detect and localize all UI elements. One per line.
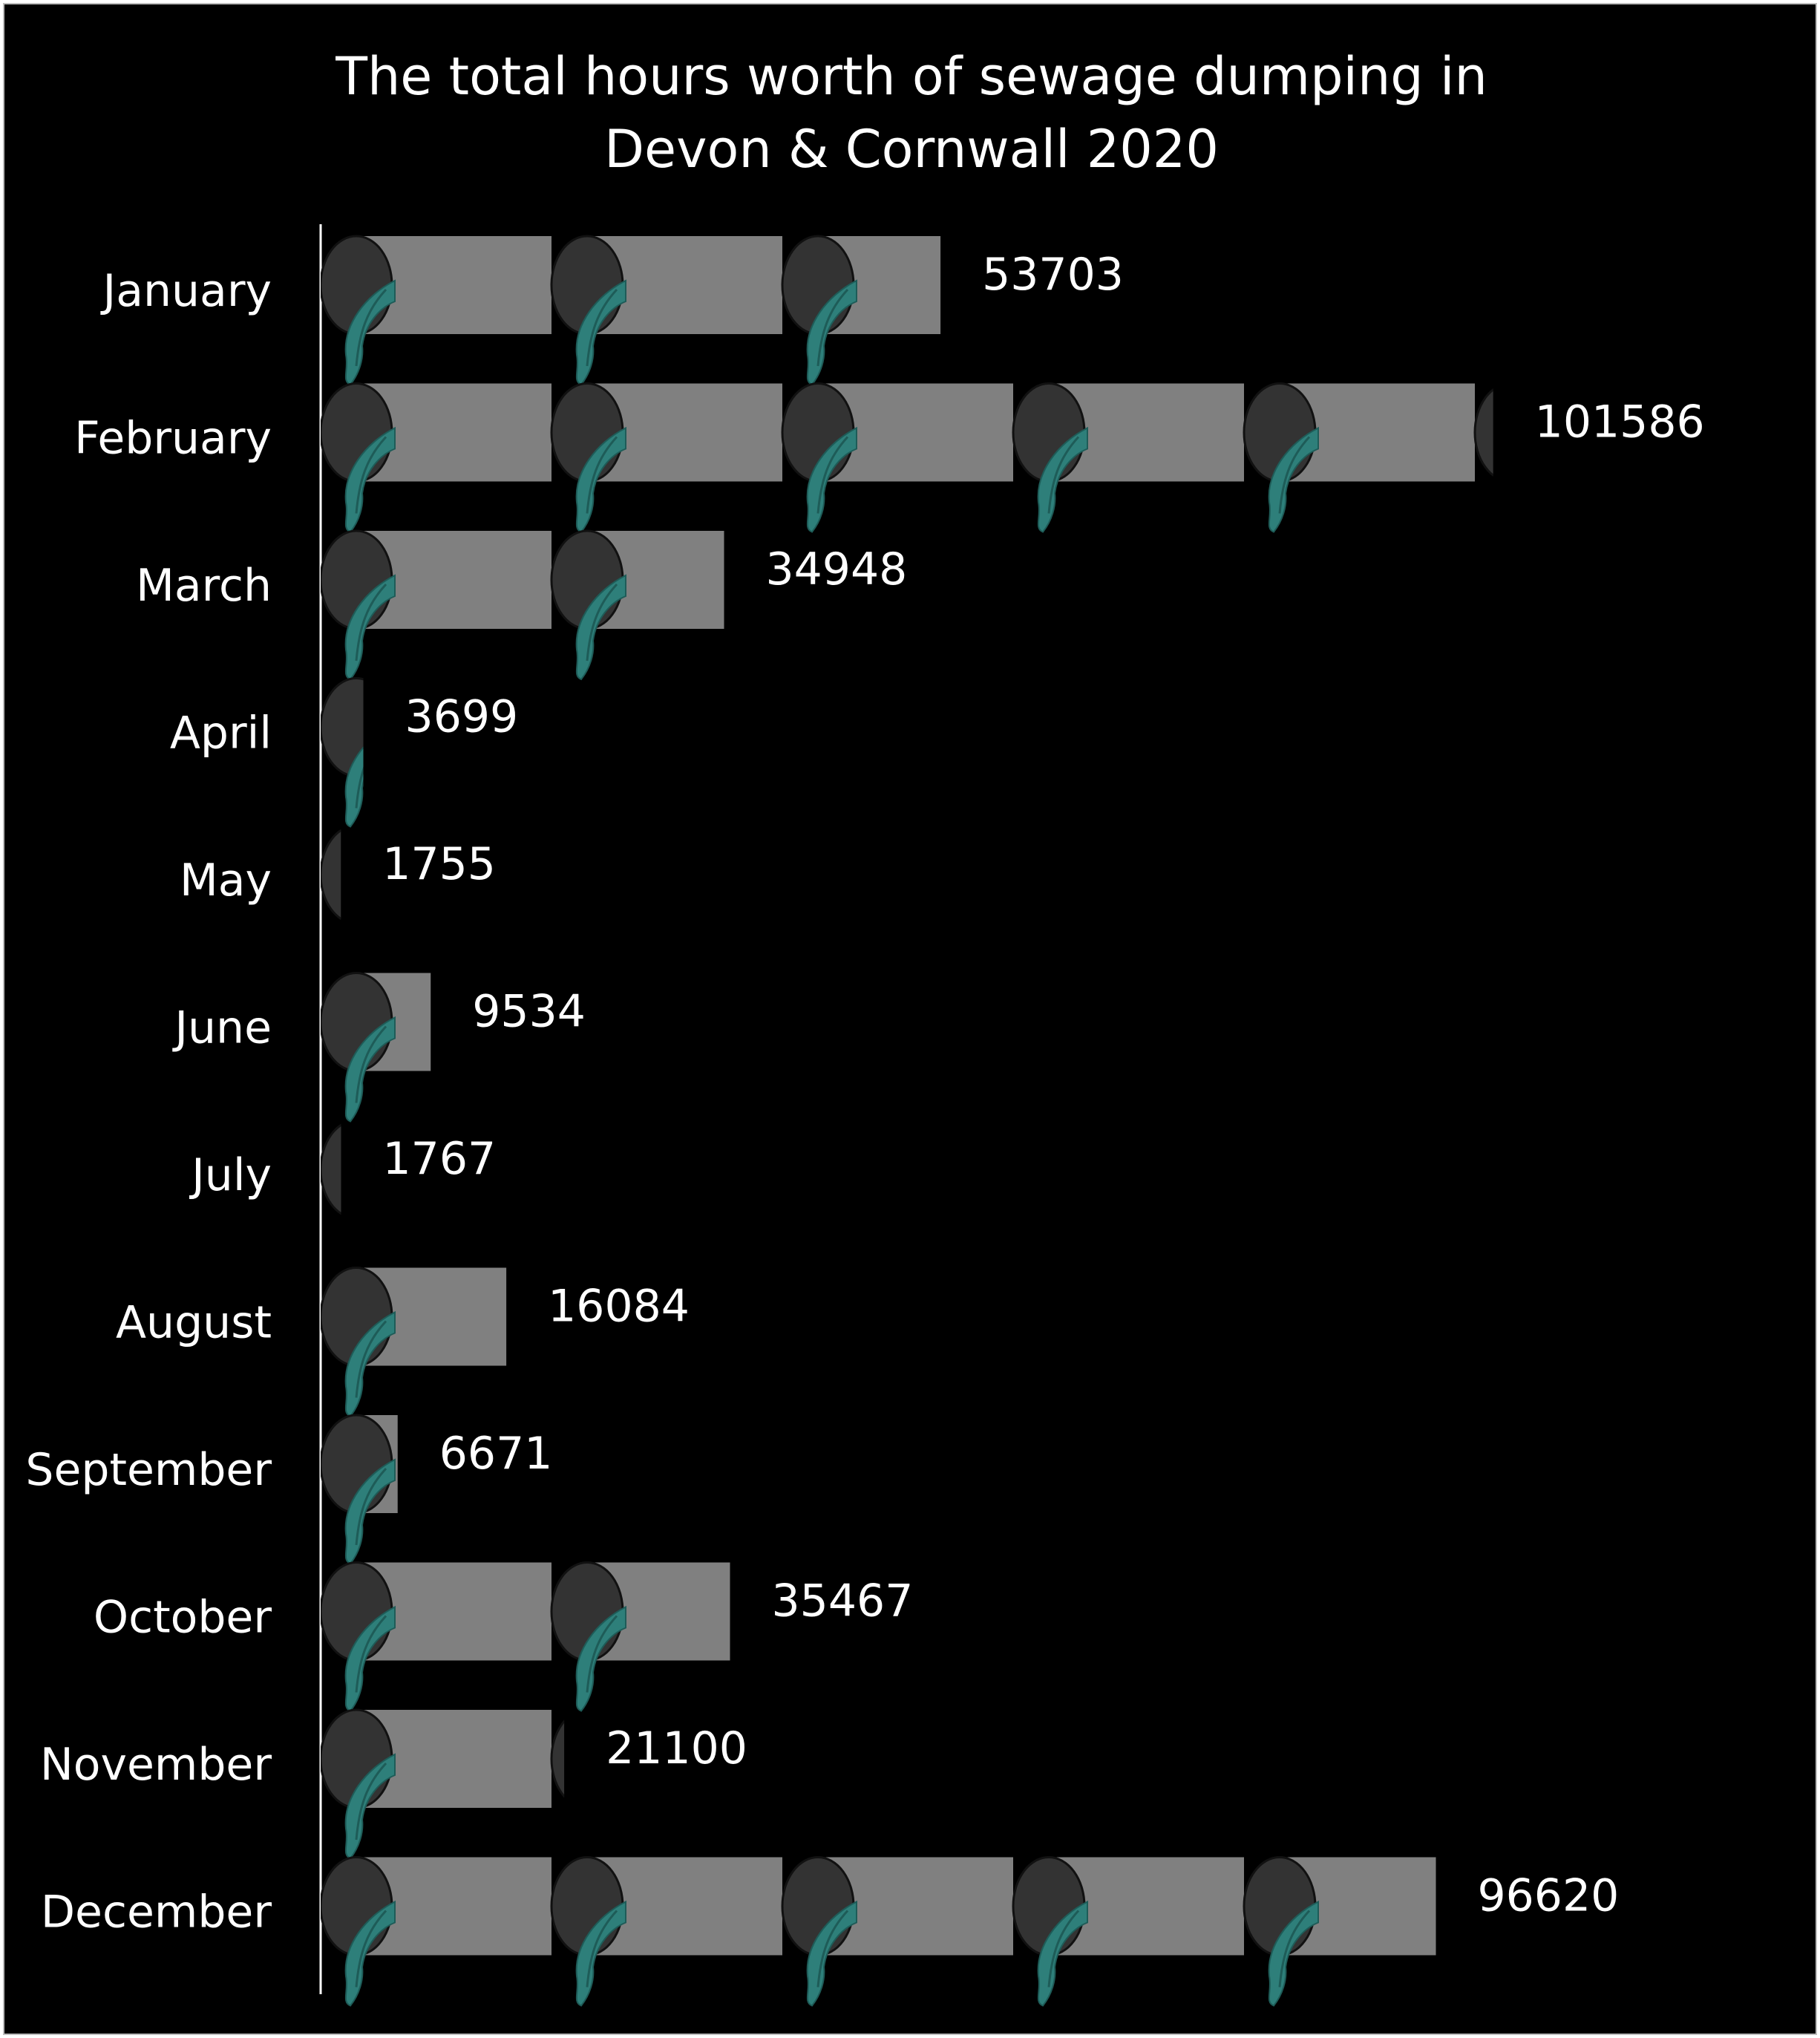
data-label: 53703 [982,249,1124,301]
sewage-pipe-icon [1473,388,1493,477]
bar [321,382,1493,533]
bar [321,1708,565,1860]
sewage-pipe-icon [321,529,551,681]
category-label: December [41,1887,272,1939]
category-label: July [189,1149,272,1201]
data-label: 96620 [1477,1870,1619,1922]
chart-title-line-2: Devon & Cornwall 2020 [604,119,1219,180]
data-label: 35467 [772,1575,914,1627]
bar [321,1856,1436,2007]
data-label: 6671 [439,1428,553,1480]
category-label: May [180,855,272,907]
bar [321,972,431,1123]
bar [321,829,341,921]
bar [321,1267,507,1417]
sewage-pipe-icon [550,382,782,533]
sewage-pipe-icon [1243,382,1475,533]
category-label: June [171,1002,272,1054]
bar [321,1414,398,1565]
bar [321,677,364,828]
data-label: 101586 [1535,396,1705,448]
sewage-pipe-icon [781,1856,1013,2007]
sewage-pipe-icon [550,1561,730,1712]
sewage-pipe-icon [1012,382,1244,533]
sewage-pipe-icon [321,1856,551,2007]
sewage-pipe-icon [321,1123,341,1215]
category-label: April [170,708,272,760]
sewage-pipe-icon [550,529,724,681]
data-label: 3699 [405,691,519,743]
category-label: August [116,1297,272,1349]
sewage-pipe-icon [321,829,341,921]
bar [321,1123,341,1215]
sewage-pipe-icon [321,382,551,533]
sewage-pipe-icon [1243,1856,1436,2007]
sewage-pipe-icon [321,972,431,1123]
category-label: March [136,560,272,612]
bar [321,235,941,386]
bar [321,1561,730,1712]
data-label: 1767 [382,1133,496,1185]
category-label: November [40,1739,272,1791]
data-label: 34948 [765,543,907,595]
category-label: September [25,1444,272,1496]
category-label: January [100,265,272,317]
sewage-pipe-icon [1012,1856,1244,2007]
sewage-pipe-icon [321,1267,507,1417]
data-label: 1755 [382,838,496,890]
sewage-pipe-icon [321,235,551,386]
chart-title-line-1: The total hours worth of sewage dumping … [335,46,1487,107]
bar [321,529,724,681]
chart-frame: The total hours worth of sewage dumping … [3,3,1817,2035]
sewage-pipe-icon [321,677,364,828]
data-label: 16084 [548,1281,690,1333]
data-label: 21100 [606,1722,747,1774]
sewage-pipe-icon [550,1856,782,2007]
sewage-pipe-icon [550,235,782,386]
data-label: 9534 [472,986,586,1038]
chart-title: The total hours worth of sewage dumping … [4,40,1819,186]
sewage-pipe-icon [321,1414,398,1565]
category-label: October [94,1592,272,1644]
sewage-pipe-icon [781,235,941,386]
pictogram-bar-chart: January 53703 February 101586 March 34948 Apri… [25,224,1705,2007]
sewage-pipe-icon [550,1719,565,1798]
sewage-pipe-icon [321,1708,551,1860]
sewage-pipe-icon [321,1561,551,1712]
category-label: February [74,413,272,465]
sewage-pipe-icon [781,382,1013,533]
